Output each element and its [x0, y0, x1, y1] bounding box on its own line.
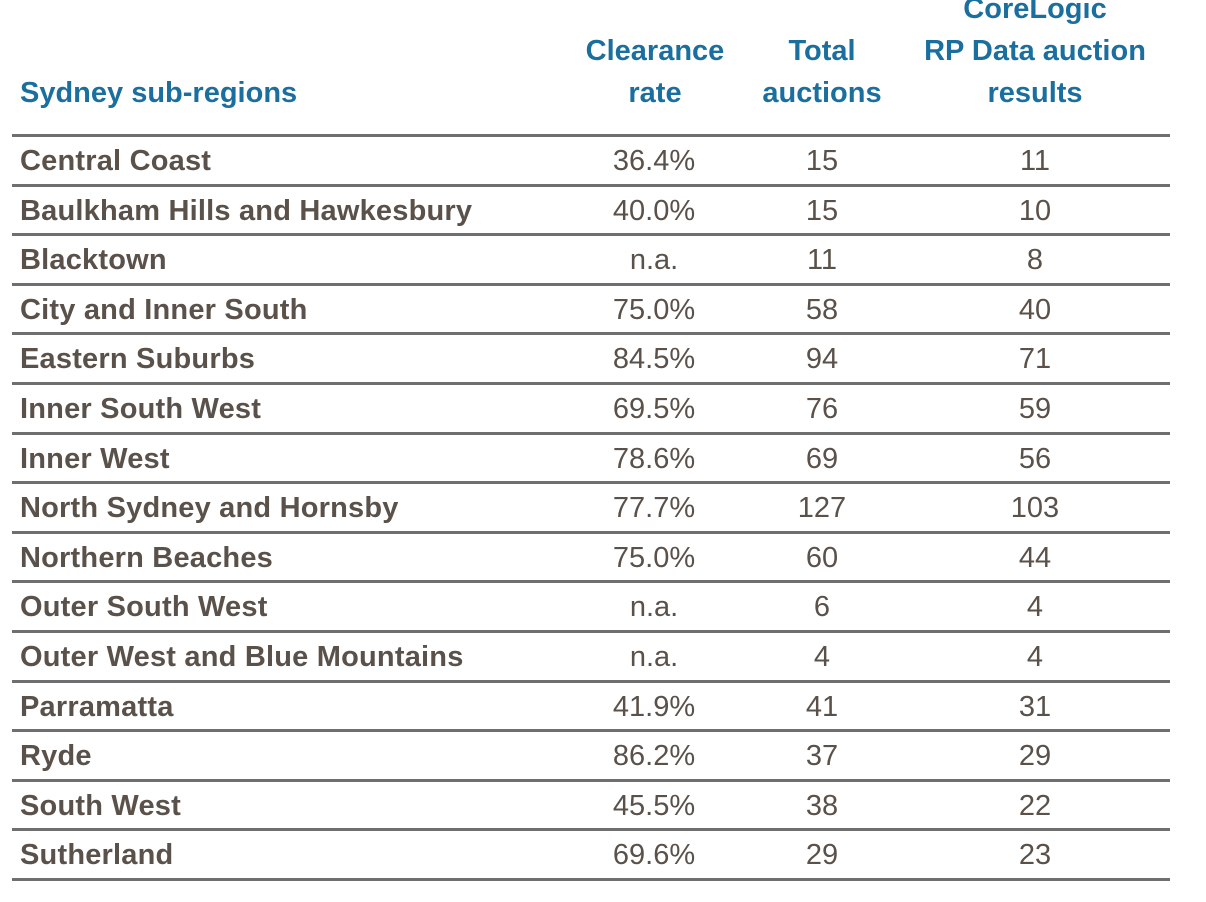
corelogic-results-cell: 22	[1018, 789, 1052, 822]
table-row: Eastern Suburbs 84.5% 94 71	[12, 335, 1170, 385]
clearance-rate-cell: 69.6%	[612, 839, 696, 872]
region-name-cell: Central Coast	[20, 145, 212, 177]
header-corelogic-results: CoreLogic RP Data auction results	[900, 0, 1170, 114]
clearance-rate-cell: 41.9%	[612, 690, 696, 723]
clearance-rate-cell: 84.5%	[612, 343, 696, 376]
corelogic-results-cell: 11	[1019, 145, 1051, 177]
table-row: Blacktown n.a. 11 8	[12, 236, 1170, 286]
table-row: Outer South West n.a. 6 4	[12, 583, 1170, 633]
header-line: Total	[788, 35, 856, 67]
corelogic-results-cell: 59	[1018, 392, 1052, 425]
region-name-cell: North Sydney and Hornsby	[20, 492, 399, 525]
clearance-rate-cell: 75.0%	[612, 293, 696, 326]
header-line: Sydney sub-regions	[20, 77, 298, 109]
total-auctions-cell: 11	[806, 244, 838, 277]
total-auctions-cell: 127	[797, 492, 847, 525]
clearance-rate-cell: 86.2%	[612, 740, 696, 773]
total-auctions-cell: 38	[805, 789, 839, 822]
total-auctions-cell: 4	[813, 640, 831, 673]
total-auctions-cell: 15	[805, 194, 839, 227]
region-name-cell: South West	[20, 789, 181, 822]
total-auctions-cell: 69	[805, 442, 839, 475]
clearance-rate-cell: 77.7%	[612, 492, 696, 525]
corelogic-results-cell: 40	[1018, 293, 1052, 326]
table-row: Inner West 78.6% 69 56	[12, 435, 1170, 485]
header-line: RP Data auction	[924, 35, 1146, 67]
header-line: rate	[628, 77, 682, 109]
total-auctions-cell: 60	[805, 541, 839, 574]
corelogic-results-cell: 103	[1010, 492, 1060, 525]
clearance-rate-cell: 45.5%	[612, 789, 696, 822]
corelogic-results-cell: 4	[1026, 591, 1044, 624]
header-line: results	[987, 77, 1083, 109]
header-clearance-rate: Clearance rate	[564, 30, 746, 114]
total-auctions-cell: 37	[805, 740, 839, 773]
region-name-cell: Sutherland	[20, 839, 174, 872]
table-header: Sydney sub-regions Clearance rate Total au…	[12, 0, 1170, 137]
table-row: Parramatta 41.9% 41 31	[12, 683, 1170, 733]
corelogic-results-cell: 44	[1018, 541, 1052, 574]
region-name-cell: Inner West	[20, 442, 170, 475]
table-row: Sutherland 69.6% 29 23	[12, 831, 1170, 881]
region-name-cell: Outer South West	[20, 591, 268, 624]
table-row: North Sydney and Hornsby 77.7% 127 103	[12, 484, 1170, 534]
clearance-rate-cell: 36.4%	[612, 145, 696, 177]
clearance-rate-cell: n.a.	[629, 640, 679, 673]
table-row: City and Inner South 75.0% 58 40	[12, 286, 1170, 336]
total-auctions-cell: 41	[805, 690, 839, 723]
header-line: Clearance	[585, 35, 725, 67]
corelogic-results-cell: 23	[1018, 839, 1052, 872]
header-line: CoreLogic	[963, 0, 1107, 25]
corelogic-results-cell: 71	[1018, 343, 1052, 376]
region-name-cell: Ryde	[20, 740, 92, 773]
table-row: Northern Beaches 75.0% 60 44	[12, 534, 1170, 584]
corelogic-results-cell: 4	[1026, 640, 1044, 673]
auction-results-table: Sydney sub-regions Clearance rate Total au…	[12, 0, 1170, 881]
clearance-rate-cell: 40.0%	[612, 194, 696, 227]
header-line: auctions	[762, 77, 882, 109]
header-total-auctions: Total auctions	[742, 30, 902, 114]
total-auctions-cell: 58	[805, 293, 839, 326]
region-name-cell: Northern Beaches	[20, 541, 273, 574]
region-name-cell: Eastern Suburbs	[20, 343, 256, 376]
table-row: Inner South West 69.5% 76 59	[12, 385, 1170, 435]
region-name-cell: City and Inner South	[20, 293, 308, 326]
corelogic-results-cell: 8	[1026, 244, 1044, 277]
corelogic-results-cell: 10	[1018, 194, 1052, 227]
total-auctions-cell: 76	[805, 392, 839, 425]
total-auctions-cell: 6	[813, 591, 831, 624]
clearance-rate-cell: 69.5%	[612, 392, 696, 425]
region-name-cell: Inner South West	[20, 392, 262, 425]
table-body: Central Coast 36.4% 15 11 Baulkham Hills and…	[12, 137, 1170, 881]
clearance-rate-cell: 78.6%	[612, 442, 696, 475]
region-name-cell: Parramatta	[20, 690, 174, 723]
table-row: Ryde 86.2% 37 29	[12, 732, 1170, 782]
region-name-cell: Blacktown	[20, 244, 167, 277]
region-name-cell: Outer West and Blue Mountains	[20, 640, 464, 673]
corelogic-results-cell: 56	[1018, 442, 1052, 475]
table-row: South West 45.5% 38 22	[12, 782, 1170, 832]
clearance-rate-cell: 75.0%	[612, 541, 696, 574]
table-row: Central Coast 36.4% 15 11	[12, 137, 1170, 187]
clearance-rate-cell: n.a.	[629, 591, 679, 624]
total-auctions-cell: 15	[805, 145, 839, 177]
header-sydney-sub-regions: Sydney sub-regions	[20, 72, 297, 114]
total-auctions-cell: 29	[805, 839, 839, 872]
total-auctions-cell: 94	[805, 343, 839, 376]
corelogic-results-cell: 31	[1018, 690, 1052, 723]
table-row: Outer West and Blue Mountains n.a. 4 4	[12, 633, 1170, 683]
table-row: Baulkham Hills and Hawkesbury 40.0% 15 10	[12, 187, 1170, 237]
clearance-rate-cell: n.a.	[629, 244, 679, 277]
corelogic-results-cell: 29	[1018, 740, 1052, 773]
region-name-cell: Baulkham Hills and Hawkesbury	[20, 194, 473, 227]
